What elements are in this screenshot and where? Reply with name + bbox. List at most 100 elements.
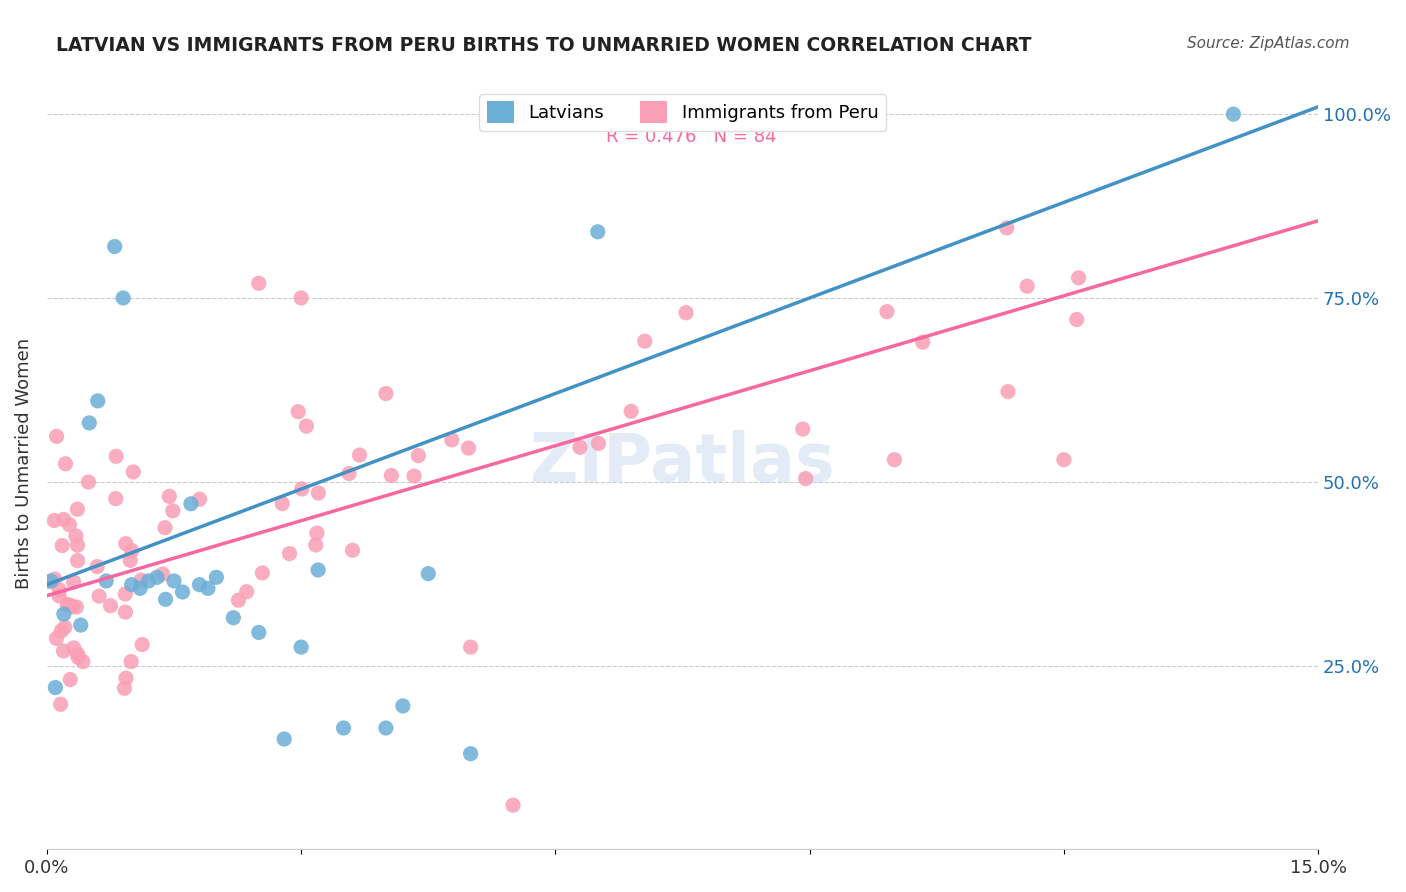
Y-axis label: Births to Unmarried Women: Births to Unmarried Women	[15, 338, 32, 589]
Point	[278, 547, 301, 561]
Point	[273, 731, 295, 746]
Point	[112, 291, 135, 305]
Point	[1067, 271, 1090, 285]
Point	[138, 574, 160, 588]
Point	[997, 384, 1019, 399]
Point	[157, 489, 180, 503]
Point	[349, 448, 371, 462]
Point	[404, 469, 426, 483]
Point	[114, 587, 136, 601]
Point	[502, 798, 524, 813]
Point	[39, 574, 62, 588]
Point	[114, 605, 136, 619]
Point	[59, 673, 82, 687]
Point	[114, 536, 136, 550]
Point	[188, 492, 211, 507]
Point	[51, 624, 73, 638]
Point	[794, 472, 817, 486]
Point	[100, 599, 122, 613]
Point	[287, 405, 309, 419]
Point	[45, 632, 67, 646]
Point	[271, 497, 294, 511]
Point	[228, 593, 250, 607]
Point	[153, 521, 176, 535]
Point	[620, 404, 643, 418]
Point	[51, 539, 73, 553]
Point	[44, 572, 66, 586]
Point	[66, 538, 89, 552]
Point	[87, 589, 110, 603]
Point	[675, 306, 697, 320]
Point	[1066, 312, 1088, 326]
Point	[120, 655, 142, 669]
Point	[1222, 107, 1244, 121]
Point	[418, 566, 440, 581]
Point	[307, 563, 329, 577]
Point	[911, 335, 934, 350]
Point	[44, 514, 66, 528]
Point	[129, 573, 152, 587]
Text: ZIPatlas: ZIPatlas	[530, 430, 835, 496]
Point	[152, 567, 174, 582]
Point	[55, 457, 77, 471]
Point	[52, 644, 75, 658]
Point	[105, 450, 128, 464]
Point	[62, 640, 84, 655]
Point	[342, 543, 364, 558]
Point	[586, 225, 609, 239]
Point	[883, 452, 905, 467]
Point	[460, 640, 482, 654]
Point	[1053, 452, 1076, 467]
Point	[72, 655, 94, 669]
Point	[205, 570, 228, 584]
Point	[172, 585, 194, 599]
Point	[380, 468, 402, 483]
Point	[374, 386, 396, 401]
Point	[252, 566, 274, 580]
Point	[392, 698, 415, 713]
Point	[48, 582, 70, 597]
Point	[457, 441, 479, 455]
Point	[38, 574, 60, 589]
Point	[295, 419, 318, 434]
Point	[290, 291, 312, 305]
Point	[222, 611, 245, 625]
Point	[96, 574, 118, 588]
Point	[66, 554, 89, 568]
Point	[440, 433, 463, 447]
Point	[53, 620, 76, 634]
Point	[792, 422, 814, 436]
Point	[146, 570, 169, 584]
Point	[48, 589, 70, 603]
Point	[44, 681, 66, 695]
Point	[307, 486, 329, 500]
Point	[115, 671, 138, 685]
Point	[291, 482, 314, 496]
Point	[247, 277, 270, 291]
Point	[45, 429, 67, 443]
Point	[568, 440, 591, 454]
Point	[104, 239, 127, 253]
Point	[305, 538, 328, 552]
Point	[122, 465, 145, 479]
Point	[86, 559, 108, 574]
Point	[163, 574, 186, 588]
Point	[588, 436, 610, 450]
Point	[408, 449, 430, 463]
Point	[337, 467, 360, 481]
Point	[112, 681, 135, 696]
Point	[121, 543, 143, 558]
Point	[305, 526, 328, 541]
Point	[235, 584, 257, 599]
Point	[65, 600, 87, 615]
Point	[1017, 279, 1039, 293]
Point	[995, 221, 1018, 235]
Point	[188, 577, 211, 591]
Point	[104, 491, 127, 506]
Point	[52, 512, 75, 526]
Point	[121, 577, 143, 591]
Point	[247, 625, 270, 640]
Point	[62, 599, 84, 614]
Point	[56, 598, 79, 612]
Point	[634, 334, 657, 348]
